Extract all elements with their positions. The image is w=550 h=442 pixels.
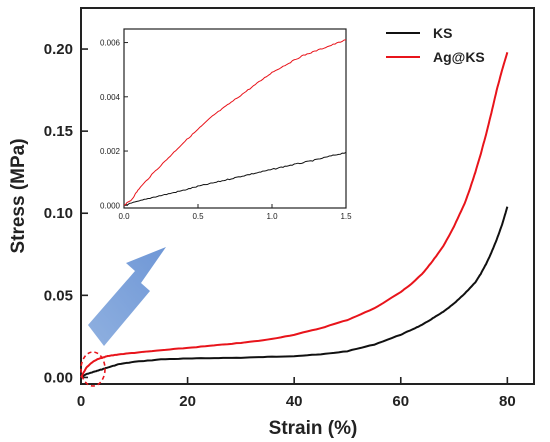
main-plot-area: 0 20 40 60 80 0.00 0.05 0.10 0.15 0.20 [44,7,535,410]
inset-series-group [123,39,347,206]
main-x-axis-ticks: 0 20 40 60 80 [77,377,516,410]
legend: KS Ag@KS [386,25,485,65]
inset-plot: 0.0 0.5 1.0 1.5 0.000 0.002 0.004 0.006 [100,28,352,221]
main-x-tick-label: 20 [179,393,196,410]
y-axis-title: Stress (MPa) [8,138,29,253]
inset-x-axis-ticks: 0.0 0.5 1.0 1.5 [118,204,352,221]
inset-y-tick-label: 0.006 [100,39,121,48]
main-y-tick-label: 0.10 [44,205,73,222]
inset-series-ag-ks [123,39,347,206]
main-x-tick-label: 60 [392,393,409,410]
inset-series-ks [123,151,347,206]
main-x-tick-label: 80 [499,393,516,410]
main-y-tick-label: 0.05 [44,287,73,304]
zoom-region-circle [80,351,106,387]
inset-y-tick-label: 0.004 [100,93,121,102]
main-y-tick-label: 0.20 [44,41,73,58]
main-plot-frame [80,7,535,385]
inset-x-tick-label: 1.5 [340,212,352,221]
main-x-tick-label: 40 [286,393,303,410]
main-x-tick-label: 0 [77,393,85,410]
legend-label-ag-ks: Ag@KS [433,49,485,65]
legend-label-ks: KS [433,25,452,41]
main-series-ag-ks [80,52,509,378]
inset-plot-frame [123,28,347,209]
inset-x-tick-label: 0.0 [118,212,130,221]
zoom-arrow-icon [88,247,166,346]
main-y-axis-ticks: 0.00 0.05 0.10 0.15 0.20 [44,41,88,386]
main-series-ks [80,206,509,379]
inset-x-tick-label: 0.5 [192,212,204,221]
main-y-tick-label: 0.15 [44,123,73,140]
inset-y-tick-label: 0.002 [100,147,121,156]
inset-x-tick-label: 1.0 [266,212,278,221]
x-axis-title: Strain (%) [269,418,358,439]
inset-y-tick-label: 0.000 [100,201,121,210]
main-series-group [80,52,509,379]
main-y-tick-label: 0.00 [44,369,73,386]
